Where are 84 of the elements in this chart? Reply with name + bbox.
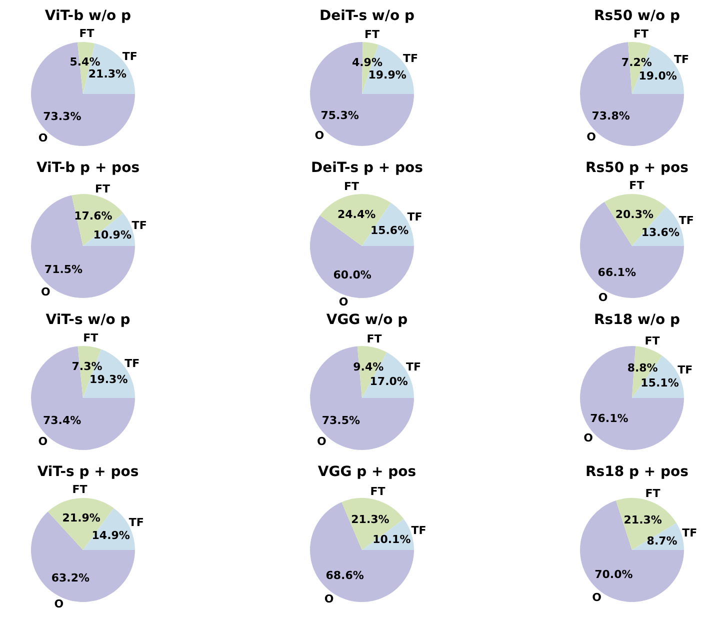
chart-title: ViT-s w/o p	[44, 312, 132, 330]
slice-label: FT	[364, 28, 380, 41]
chart-title: DeiT-s w/o p	[318, 8, 416, 26]
slice-label: TF	[124, 356, 140, 370]
data-label: 73.3%	[43, 110, 82, 124]
data-label: 21.3%	[624, 514, 662, 527]
slice-label: TF	[411, 524, 426, 538]
slice-label: O	[314, 128, 324, 142]
data-label: 10.9%	[93, 228, 132, 242]
chart-title: VGG w/o p	[325, 312, 409, 330]
slice-label: FT	[633, 28, 649, 41]
data-label: 19.0%	[638, 69, 677, 82]
data-label: 15.6%	[370, 224, 409, 238]
slice-label: TF	[402, 52, 418, 65]
data-label: 7.3%	[72, 360, 102, 373]
chart-title: DeiT-s p + pos	[310, 160, 424, 178]
slice-label: O	[586, 130, 596, 144]
chart-title: Rs50 w/o p	[592, 8, 682, 26]
slice-label: FT	[79, 27, 95, 40]
slice-label: TF	[406, 360, 421, 374]
data-label: 21.3%	[351, 512, 390, 526]
data-label: 70.0%	[594, 568, 633, 582]
slice-label: O	[584, 432, 593, 445]
slice-label: TF	[122, 50, 138, 63]
slice-label: O	[38, 435, 48, 448]
slice-label: FT	[629, 179, 645, 192]
slice-label: O	[38, 131, 48, 144]
data-label: 10.1%	[372, 533, 411, 546]
data-label: 17.6%	[74, 209, 112, 222]
slice-label: O	[592, 591, 602, 604]
data-label: 14.9%	[92, 528, 130, 542]
chart-title: Rs18 p + pos	[584, 464, 690, 482]
slice-label: O	[40, 286, 50, 299]
chart-title: ViT-b p + pos	[35, 160, 141, 178]
slice-label: TF	[678, 214, 694, 228]
slice-label: TF	[682, 526, 698, 540]
data-label: 20.3%	[615, 208, 654, 221]
data-label: 76.1%	[590, 412, 628, 426]
data-label: 63.2%	[51, 571, 90, 584]
slice-label: O	[316, 434, 326, 448]
data-label: 19.9%	[368, 68, 406, 82]
data-label: 60.0%	[333, 268, 372, 282]
slice-label: FT	[366, 332, 382, 346]
chart-title: ViT-s p + pos	[36, 464, 140, 482]
data-label: 75.3%	[320, 108, 359, 122]
data-label: 15.1%	[640, 376, 679, 390]
data-label: 8.7%	[646, 534, 678, 548]
data-label: 19.3%	[90, 373, 128, 386]
data-label: 73.5%	[322, 414, 360, 427]
data-label: 9.4%	[353, 360, 384, 374]
data-label: 73.8%	[592, 110, 630, 123]
slice-label: O	[324, 592, 334, 606]
data-label: 68.6%	[326, 568, 364, 582]
slice-label: TF	[674, 53, 689, 66]
data-label: 66.1%	[598, 266, 636, 280]
data-label: 17.0%	[370, 374, 408, 388]
data-label: 24.4%	[337, 208, 376, 222]
data-label: 73.4%	[42, 414, 82, 427]
slice-label: TF	[407, 210, 422, 224]
slice-label: FT	[83, 332, 99, 345]
chart-title: ViT-b w/o p	[44, 8, 132, 26]
data-label: 71.5%	[44, 263, 83, 276]
chart-title: Rs18 w/o p	[592, 312, 682, 330]
slice-label: FT	[95, 182, 111, 196]
data-label: 4.9%	[352, 56, 382, 70]
slice-label: O	[598, 291, 608, 304]
chart-title: Rs50 p + pos	[584, 160, 690, 178]
slice-label: FT	[370, 485, 386, 498]
data-label: 5.4%	[70, 56, 100, 69]
slice-label: FT	[344, 180, 360, 193]
data-label: 8.8%	[627, 362, 658, 375]
slice-label: TF	[132, 218, 147, 232]
slice-label: FT	[72, 483, 88, 496]
slice-label: FT	[644, 334, 660, 348]
slice-label: O	[338, 296, 348, 309]
data-label: 13.6%	[641, 226, 680, 239]
slice-label: O	[54, 598, 64, 611]
chart-title: VGG p + pos	[316, 464, 418, 482]
slice-label: TF	[128, 516, 144, 529]
data-label: 7.2%	[621, 56, 652, 70]
data-label: 21.9%	[62, 512, 100, 525]
slice-label: FT	[645, 486, 661, 500]
data-label: 21.3%	[88, 68, 127, 81]
slice-label: TF	[678, 364, 693, 377]
